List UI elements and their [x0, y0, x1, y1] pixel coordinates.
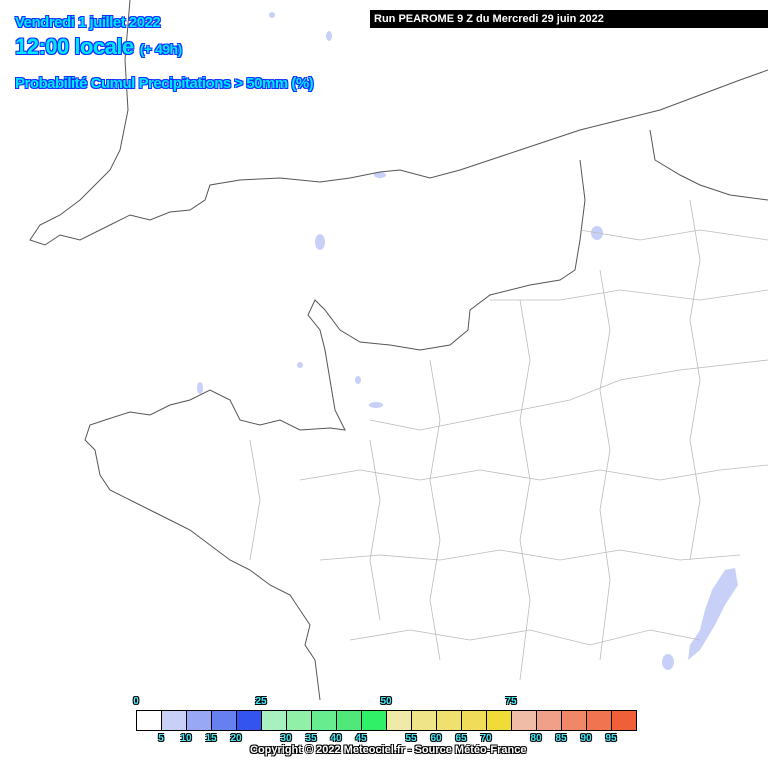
- legend-bottom-label: 60: [430, 733, 442, 744]
- legend-swatch: [612, 711, 636, 730]
- legend-swatch: [462, 711, 487, 730]
- run-label: Run PEAROME 9 Z du Mercredi 29 juin 2022: [370, 10, 768, 28]
- legend-bottom-label: 90: [580, 733, 592, 744]
- legend-swatch: [237, 711, 262, 730]
- lead-time: (+ 49h): [139, 41, 183, 58]
- legend-swatch: [362, 711, 387, 730]
- legend-swatch: [287, 711, 312, 730]
- legend-bottom-label: 70: [480, 733, 492, 744]
- local-time: 12:00 locale: [15, 34, 135, 60]
- legend-bottom-label: 85: [555, 733, 567, 744]
- legend-bottom-label: 80: [530, 733, 542, 744]
- legend-bottom-label: 5: [158, 733, 164, 744]
- legend-swatch: [562, 711, 587, 730]
- legend-swatch: [137, 711, 162, 730]
- legend-swatch: [262, 711, 287, 730]
- legend-swatch: [187, 711, 212, 730]
- legend-top-label: 50: [380, 696, 392, 707]
- color-legend: [136, 710, 637, 731]
- department-borders: [249, 199, 768, 681]
- legend-bottom-label: 20: [230, 733, 242, 744]
- forecast-time: 12:00 locale (+ 49h): [15, 34, 183, 60]
- legend-swatch: [512, 711, 537, 730]
- legend-bottom-label: 55: [405, 733, 417, 744]
- legend-top-label: 0: [133, 696, 139, 707]
- parameter-title: Probabilité Cumul Precipitations > 50mm …: [14, 75, 314, 93]
- legend-swatch: [537, 711, 562, 730]
- legend-swatch: [487, 711, 512, 730]
- legend-bottom-label: 40: [330, 733, 342, 744]
- legend-swatch: [587, 711, 612, 730]
- legend-bottom-label: 10: [180, 733, 192, 744]
- legend-bottom-label: 95: [605, 733, 617, 744]
- legend-swatch: [437, 711, 462, 730]
- probability-areas: [197, 12, 738, 670]
- forecast-date: Vendredi 1 juillet 2022: [14, 14, 161, 32]
- legend-bottom-label: 65: [455, 733, 467, 744]
- legend-bottom-label: 45: [355, 733, 367, 744]
- legend-swatch: [337, 711, 362, 730]
- legend-bottom-label: 35: [305, 733, 317, 744]
- legend-swatch: [312, 711, 337, 730]
- legend-swatch: [412, 711, 437, 730]
- legend-swatch: [162, 711, 187, 730]
- legend-top-label: 25: [255, 696, 267, 707]
- coastlines: [29, 0, 768, 701]
- copyright: Copyright © 2022 Meteociel.fr - Source M…: [250, 744, 527, 756]
- legend-swatch: [212, 711, 237, 730]
- legend-swatch: [387, 711, 412, 730]
- legend-bottom-label: 15: [205, 733, 217, 744]
- legend-top-label: 75: [505, 696, 517, 707]
- legend-bottom-label: 30: [280, 733, 292, 744]
